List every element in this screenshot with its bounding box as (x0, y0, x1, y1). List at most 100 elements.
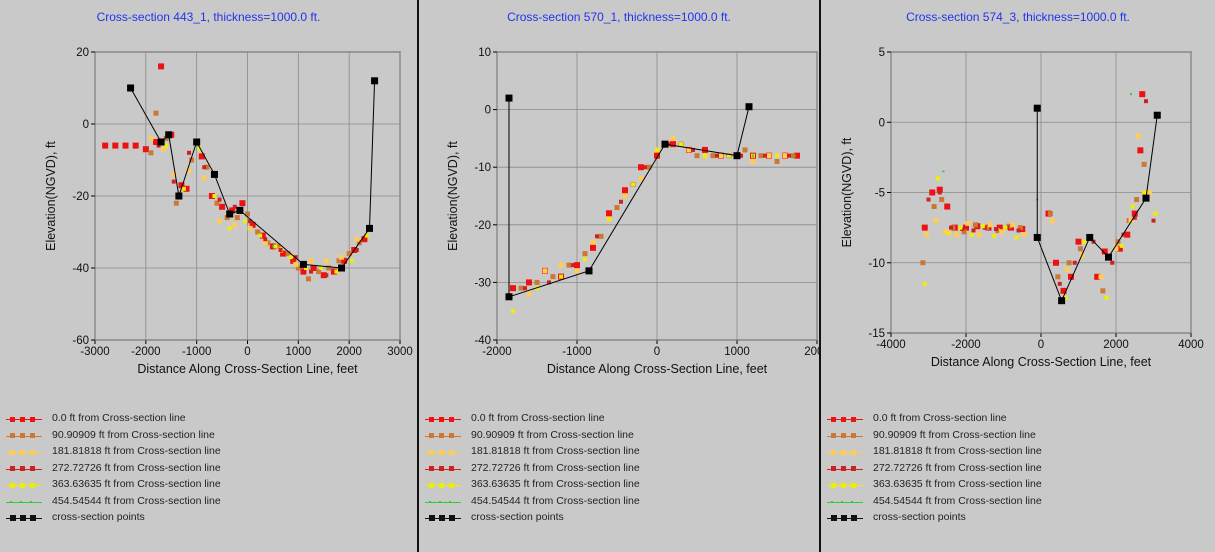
legend-marker (429, 449, 434, 455)
data-point (631, 182, 635, 187)
cross-section-point (1105, 253, 1112, 261)
data-point (1110, 260, 1115, 265)
legend-marker (851, 515, 857, 521)
chart-title: Cross-section 443_1, thickness=1000.0 ft… (96, 10, 321, 24)
data-point (1068, 273, 1074, 280)
data-point (1119, 243, 1124, 248)
legend-marker (429, 433, 434, 438)
legend-marker (851, 433, 856, 438)
legend-item: 363.63635 ft from Cross-section line (419, 478, 719, 494)
legend-label: 90.90909 ft from Cross-section line (52, 428, 215, 441)
data-point (1100, 288, 1106, 294)
data-point (1128, 218, 1134, 224)
data-point (1066, 260, 1072, 266)
data-point (309, 269, 314, 274)
data-point (606, 210, 612, 217)
data-point (971, 228, 976, 233)
data-point (1137, 147, 1144, 154)
data-point (763, 153, 767, 158)
data-point (198, 153, 205, 160)
data-point (526, 279, 532, 286)
legend-marker (429, 500, 431, 503)
legend-marker (449, 482, 454, 488)
x-tick-label: 0 (654, 346, 660, 358)
data-point (132, 142, 139, 149)
data-point (187, 150, 192, 155)
chart-title: Cross-section 574_3, thickness=1000.0 ft… (906, 10, 1130, 24)
data-point (330, 268, 337, 275)
legend-marker (439, 433, 444, 438)
data-point (229, 207, 236, 214)
legend-label: 90.90909 ft from Cross-section line (471, 428, 634, 441)
data-point (750, 158, 756, 164)
data-point (686, 147, 692, 153)
data-point (1060, 287, 1067, 294)
data-point (1130, 93, 1132, 96)
cross-section-point (236, 206, 244, 214)
legend-label: 0.0 ft from Cross-section line (873, 412, 1007, 424)
data-point (248, 219, 253, 224)
data-point (259, 232, 266, 239)
data-point (303, 266, 308, 270)
data-point (994, 227, 998, 232)
data-point (926, 197, 931, 202)
data-point (595, 234, 599, 239)
data-point (534, 279, 540, 285)
data-point (214, 200, 220, 206)
y-tick-label: 5 (879, 47, 885, 59)
cross-section-point (1058, 297, 1066, 305)
legend-marker (30, 433, 35, 438)
data-point (646, 164, 652, 170)
data-point (364, 233, 369, 238)
data-point (1116, 245, 1123, 252)
data-point (142, 146, 149, 153)
data-point (921, 224, 928, 231)
cross-section-point (585, 267, 593, 275)
legend-item: 454.54544 ft from Cross-section line (419, 495, 719, 511)
data-point (278, 248, 283, 252)
data-point (942, 170, 945, 173)
data-point (1144, 99, 1148, 104)
legend-marker (831, 416, 836, 422)
data-point (679, 142, 683, 147)
legend-marker (851, 466, 856, 471)
data-point (326, 265, 332, 271)
chart-panel-3: Cross-section 574_3, thickness=1000.0 ft… (821, 0, 1215, 552)
data-point (691, 147, 695, 152)
data-point (1104, 295, 1109, 300)
data-point (217, 197, 222, 202)
legend-label: cross-section points (52, 511, 145, 523)
data-point (1047, 211, 1053, 217)
data-point (547, 280, 551, 285)
data-point (654, 152, 660, 159)
data-point (361, 236, 368, 243)
legend-label: 454.54544 ft from Cross-section line (873, 494, 1042, 507)
data-point (258, 233, 263, 238)
legend-item: 90.90909 ft from Cross-section line (821, 429, 1121, 445)
data-point (341, 257, 348, 264)
cross-section-point (127, 84, 135, 92)
data-point (178, 182, 185, 189)
legend-item: 272.72726 ft from Cross-section line (821, 462, 1121, 478)
data-point (262, 240, 268, 246)
x-tick-label: -3000 (80, 346, 109, 358)
legend-label: 181.81818 ft from Cross-section line (471, 445, 640, 457)
data-point (255, 229, 261, 235)
y-axis-label: Elevation(NGVD), ft (44, 141, 58, 251)
data-point (510, 285, 516, 292)
data-point (249, 221, 256, 228)
data-point (670, 135, 676, 141)
data-point (245, 211, 250, 217)
data-point (782, 153, 788, 159)
data-point (622, 193, 628, 199)
data-point (153, 110, 159, 116)
data-point (931, 204, 937, 210)
legend-marker (449, 466, 454, 471)
data-point (583, 257, 587, 262)
y-tick-label: 0 (879, 117, 885, 129)
data-point (1057, 281, 1062, 286)
data-point (319, 266, 324, 270)
legend-item: 90.90909 ft from Cross-section line (0, 429, 300, 445)
data-point (987, 222, 993, 228)
data-point (558, 262, 564, 268)
